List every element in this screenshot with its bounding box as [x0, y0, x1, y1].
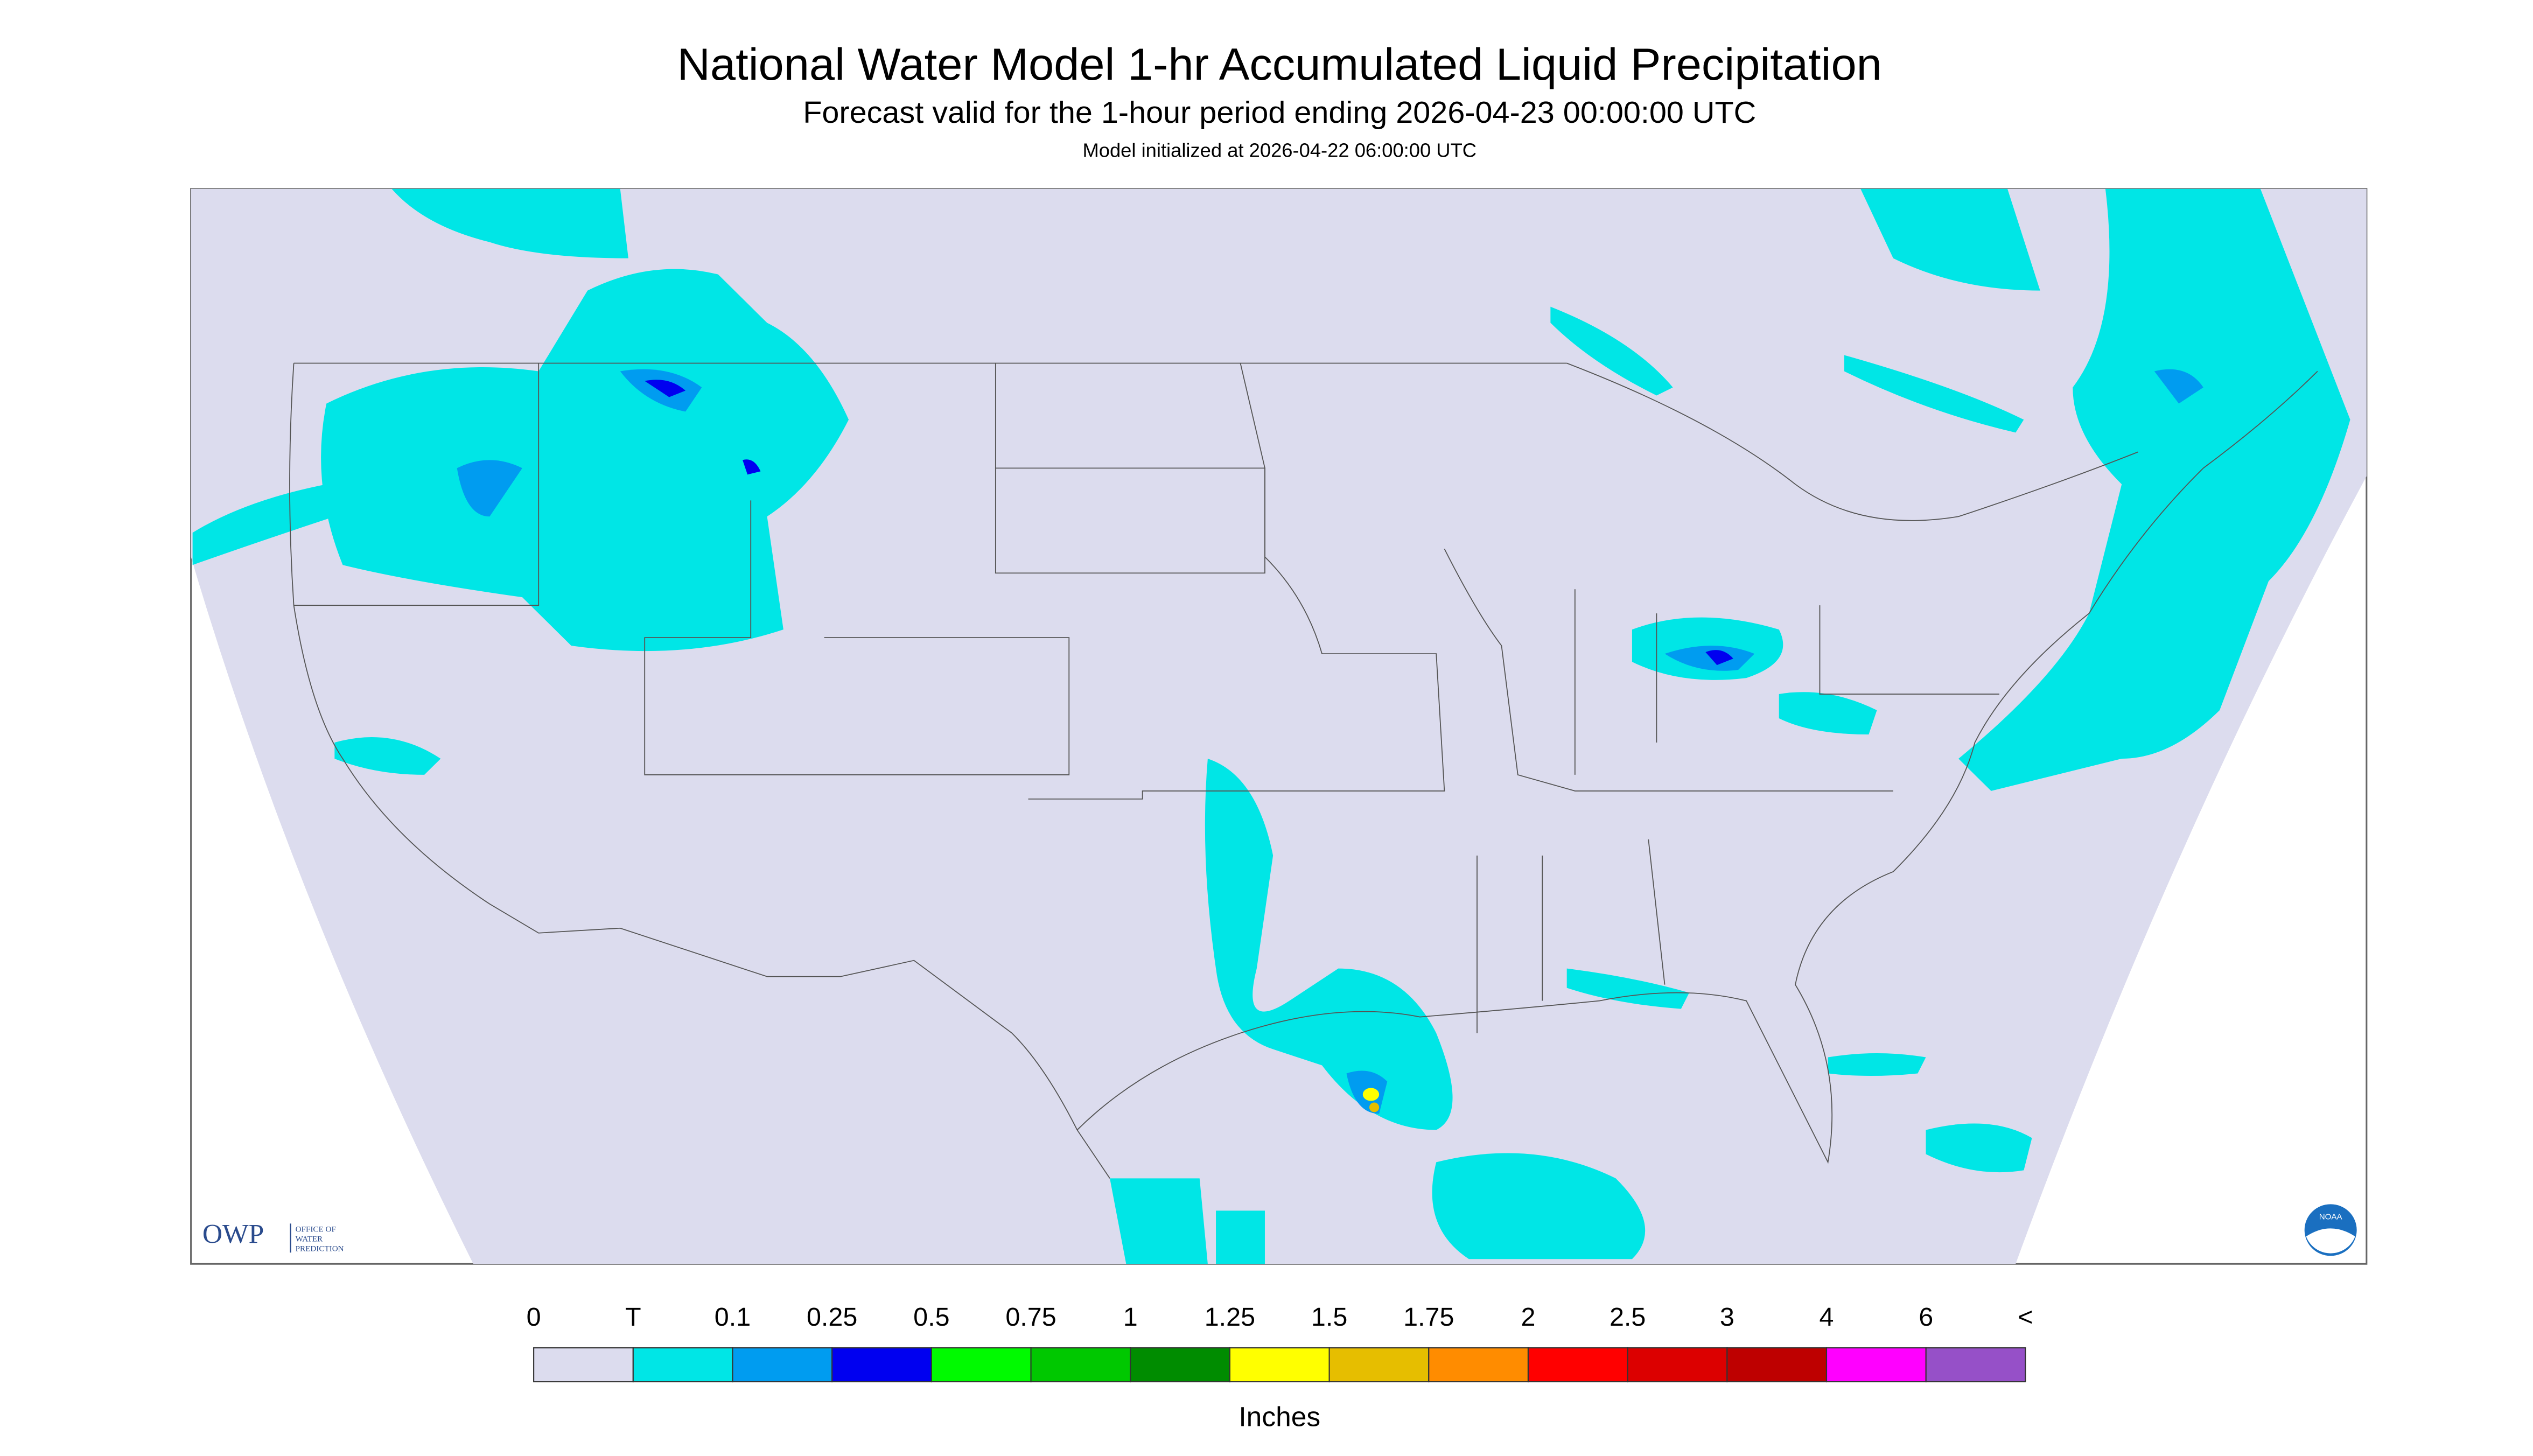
legend-label: 6 — [1919, 1303, 1933, 1332]
legend-swatch — [1328, 1347, 1430, 1383]
legend-swatch — [831, 1347, 932, 1383]
legend-label: 1.5 — [1311, 1303, 1347, 1332]
legend-label: 0.75 — [1005, 1303, 1056, 1332]
legend-label: 4 — [1820, 1303, 1834, 1332]
owp-line: PREDICTION — [296, 1244, 344, 1253]
noaa-text: NOAA — [2319, 1212, 2343, 1221]
legend-swatch — [1925, 1347, 2026, 1383]
owp-text: OWP — [202, 1219, 264, 1250]
legend-swatch — [1825, 1347, 1927, 1383]
legend-swatch — [930, 1347, 1032, 1383]
legend-swatch — [632, 1347, 733, 1383]
legend-label: < — [2018, 1303, 2033, 1332]
noaa-logo: NOAA — [2304, 1204, 2357, 1256]
legend-label: 1.25 — [1205, 1303, 1255, 1332]
legend-swatch — [1726, 1347, 1828, 1383]
legend-label: 2.5 — [1610, 1303, 1646, 1332]
legend-units: Inches — [1238, 1402, 1320, 1432]
init-time: Model initialized at 2026-04-22 06:00:00… — [1082, 139, 1477, 161]
legend-swatch — [1130, 1347, 1230, 1383]
legend-label: T — [625, 1303, 641, 1332]
title: National Water Model 1-hr Accumulated Li… — [677, 39, 1882, 89]
legend-label: 3 — [1720, 1303, 1734, 1332]
legend-label: 0 — [527, 1303, 541, 1332]
legend-label: 0.1 — [715, 1303, 751, 1332]
legend: 0 T 0.1 0.25 0.5 0.75 1 1.25 1.5 1.75 2 2.5 3 4 6 < — [527, 1303, 2033, 1383]
subtitle: Forecast valid for the 1-hour period end… — [803, 95, 1756, 130]
legend-swatch — [1527, 1347, 1628, 1383]
legend-label: 0.5 — [913, 1303, 949, 1332]
legend-swatch — [1229, 1347, 1330, 1383]
legend-label: 2 — [1521, 1303, 1535, 1332]
legend-swatch — [1627, 1347, 1728, 1383]
map — [190, 188, 2368, 1265]
legend-swatch — [732, 1347, 833, 1383]
legend-swatch — [1428, 1347, 1529, 1383]
legend-swatch — [1030, 1347, 1131, 1383]
owp-logo: OWP OFFICE OF WATER PREDICTION — [202, 1219, 344, 1254]
legend-label: 1.75 — [1403, 1303, 1454, 1332]
legend-label: 0.25 — [807, 1303, 857, 1332]
owp-line: OFFICE OF — [296, 1225, 336, 1234]
owp-line: WATER — [296, 1235, 323, 1243]
legend-label: 1 — [1123, 1303, 1138, 1332]
legend-swatch — [533, 1347, 634, 1383]
